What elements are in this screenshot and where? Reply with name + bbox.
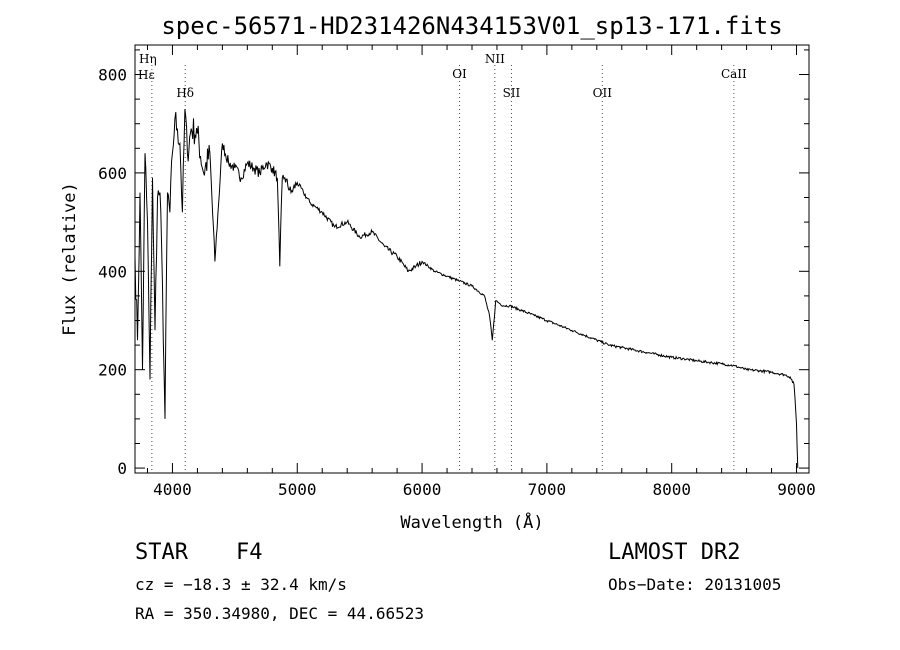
line-annotation-label: NII: [485, 52, 505, 66]
line-annotation-label: SII: [503, 86, 521, 100]
redshift-velocity: cz = −18.3 ± 32.4 km/s: [135, 575, 347, 594]
y-axis-label: Flux (relative): [60, 182, 80, 336]
object-subclass: F4: [236, 540, 263, 565]
coordinates: RA = 350.34980, DEC = 44.66523: [135, 604, 424, 623]
object-class: STAR: [135, 540, 188, 565]
line-annotation-label: OII: [593, 86, 613, 100]
axis-ticks: 4000 5000 6000 7000 8000 9000 0 200 400 600 800: [98, 45, 816, 499]
spectrum-line: [134, 108, 799, 469]
x-axis-label: Wavelength (Å): [400, 511, 543, 533]
y-tick-label: 800: [98, 66, 127, 85]
annotation-layer: Hη Hδ OI NII SII OII CaII Hε: [138, 52, 747, 100]
x-tick-label: 7000: [528, 480, 567, 499]
survey-name: LAMOST DR2: [608, 540, 741, 565]
x-tick-label: 8000: [652, 480, 691, 499]
spectrum-chart: spec-56571-HD231426N434153V01_sp13-171.f…: [60, 12, 816, 533]
x-tick-label: 4000: [153, 480, 192, 499]
x-tick-label: 6000: [403, 480, 442, 499]
y-tick-label: 200: [98, 361, 127, 380]
x-tick-label: 9000: [777, 480, 816, 499]
plot-frame: [134, 44, 810, 474]
y-tick-label: 0: [117, 459, 127, 478]
line-annotation-label: OI: [452, 67, 467, 81]
line-annotation-label: Hε: [138, 68, 155, 82]
line-annotation-label: Hδ: [176, 86, 194, 100]
y-tick-label: 600: [98, 164, 127, 183]
y-tick-label: 400: [98, 262, 127, 281]
chart-title: spec-56571-HD231426N434153V01_sp13-171.f…: [161, 12, 782, 40]
marker-layer: [151, 65, 735, 473]
series-layer: [134, 108, 799, 469]
x-tick-label: 5000: [278, 480, 317, 499]
observation-date: Obs−Date: 20131005: [608, 575, 782, 594]
line-annotation-label: Hη: [139, 52, 157, 66]
line-annotation-label: CaII: [721, 67, 747, 81]
